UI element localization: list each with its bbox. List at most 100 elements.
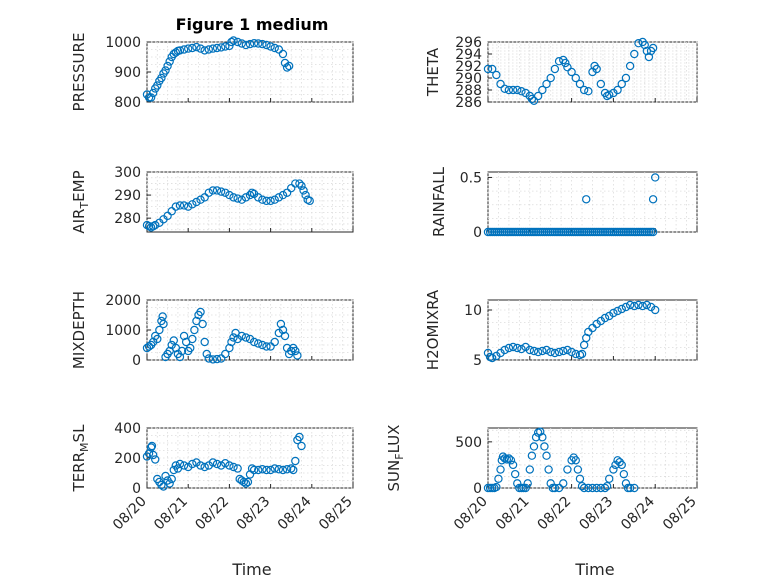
data-point <box>266 196 275 206</box>
y-tick-label: 0 <box>473 225 482 241</box>
y-axis-label: SUNFLUX <box>385 425 406 492</box>
data-point <box>611 460 620 470</box>
data-point <box>575 79 585 89</box>
data-point <box>274 465 284 474</box>
data-point <box>171 48 181 57</box>
data-point <box>148 450 158 460</box>
data-point <box>274 193 284 202</box>
data-point <box>559 346 568 356</box>
x-tick-label: 08/23 <box>576 494 616 534</box>
data-point <box>225 343 234 353</box>
data-point <box>494 474 503 483</box>
data-point <box>175 201 185 210</box>
y-tick-label: 0 <box>473 481 482 497</box>
data-point <box>254 39 263 48</box>
data-point <box>202 349 211 359</box>
data-point <box>651 173 660 182</box>
data-point <box>270 464 279 473</box>
data-point <box>208 458 218 467</box>
y-tick-label: 292 <box>455 59 482 75</box>
data-point <box>179 45 189 54</box>
data-point <box>542 451 551 460</box>
data-point <box>229 333 238 342</box>
data-point <box>243 477 253 487</box>
data-point <box>605 90 614 100</box>
subplot-sun-flux: 08/20 08/21 08/22 08/23 08/24 08/25 0 500 SUNFLU… <box>385 425 700 534</box>
data-point <box>638 301 647 311</box>
data-point <box>559 479 568 488</box>
data-point <box>208 186 218 195</box>
data-point <box>276 319 286 329</box>
data-point <box>531 433 541 442</box>
data-point <box>192 42 201 52</box>
data-point <box>571 456 580 465</box>
data-point <box>508 460 518 470</box>
data-point <box>148 88 158 98</box>
data-point <box>254 339 263 348</box>
y-tick-label: 296 <box>455 35 482 51</box>
y-axis-label: TERRMSL <box>70 424 91 493</box>
data-point <box>521 483 530 493</box>
data-point <box>237 331 246 341</box>
data-point <box>227 37 236 47</box>
data-point <box>221 349 230 359</box>
y-tick-label: 10 <box>464 303 482 319</box>
data-point <box>289 465 298 475</box>
data-point <box>287 464 296 473</box>
x-tick-label: 08/22 <box>535 494 575 534</box>
y-tick-label: 900 <box>114 65 141 81</box>
data-point <box>609 308 618 318</box>
data-point <box>278 325 288 335</box>
data-point <box>212 354 222 364</box>
data-point <box>157 73 166 83</box>
data-point <box>221 42 230 51</box>
y-tick-label: 400 <box>114 421 141 437</box>
data-point <box>600 483 610 493</box>
y-tick-label: 294 <box>455 47 482 63</box>
data-point <box>204 45 213 54</box>
data-point <box>196 195 205 204</box>
data-point <box>625 483 635 493</box>
data-point <box>274 45 284 54</box>
data-point <box>151 455 160 464</box>
data-point <box>216 43 226 52</box>
y-axis-label: MIXDEPTH <box>70 291 88 369</box>
subplot-rainfall: 0 0.5 RAINFALL <box>430 166 698 241</box>
data-point <box>592 64 601 74</box>
data-point <box>245 470 255 479</box>
x-tick-label: 08/25 <box>316 494 356 534</box>
y-tick-label: 290 <box>114 188 141 204</box>
subplot-h2omixra: 5 10 H2OMIXRA <box>424 289 698 370</box>
data-point <box>225 190 234 200</box>
data-point <box>258 39 267 49</box>
data-point <box>500 345 509 355</box>
subplot-terr-msl: 08/20 08/21 08/22 08/23 08/24 08/25 0 200 400 TER… <box>70 421 356 533</box>
data-point <box>621 302 631 312</box>
data-point <box>183 44 193 53</box>
data-point <box>571 349 580 359</box>
data-point <box>241 40 251 50</box>
data-point <box>163 211 172 221</box>
axes-box <box>146 299 354 361</box>
x-tick-label: 08/20 <box>110 494 150 534</box>
data-point <box>513 479 522 488</box>
data-point <box>525 465 535 474</box>
data-point <box>596 79 606 89</box>
data-point <box>529 346 539 356</box>
data-point <box>208 355 218 364</box>
data-points <box>483 37 658 106</box>
y-tick-label: 2000 <box>105 293 141 309</box>
data-point <box>171 202 181 211</box>
data-point <box>297 181 306 191</box>
data-point <box>299 186 308 195</box>
data-point <box>513 85 522 95</box>
data-point <box>504 343 514 353</box>
data-point <box>258 340 267 350</box>
data-point <box>487 353 497 363</box>
data-point <box>258 465 267 474</box>
data-point <box>617 460 626 470</box>
data-point <box>613 456 622 465</box>
y-tick-label: 5 <box>473 353 482 369</box>
